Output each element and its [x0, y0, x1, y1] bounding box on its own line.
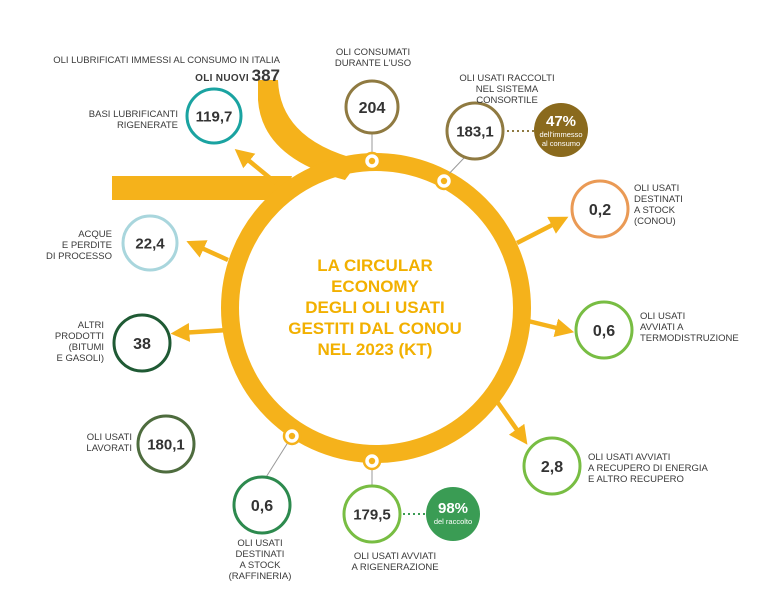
node-value: 180,1	[147, 436, 185, 453]
node-lavorati: 180,1	[136, 414, 196, 474]
total-immesso-label: OLI LUBRIFICATI IMMESSI AL CONSUMO IN IT…	[53, 55, 280, 86]
badge-value: 98%	[438, 500, 468, 517]
center-title: LA CIRCULAR ECONOMY DEGLI OLI USATI GEST…	[270, 255, 480, 360]
label-stock-conou: OLI USATI DESTINATI A STOCK (CONOU)	[634, 183, 683, 227]
badge-value: 47%	[546, 113, 576, 130]
node-value: 22,4	[135, 235, 165, 252]
node-stock-raff: 0,6	[232, 475, 292, 535]
node-value: 38	[133, 336, 151, 353]
center-title-line: LA CIRCULAR	[317, 256, 433, 275]
node-circle	[342, 484, 402, 544]
label-acque: ACQUE E PERDITE DI PROCESSO	[46, 229, 112, 262]
node-rigenerazione: 179,5	[342, 484, 402, 544]
node-value: 204	[359, 100, 386, 117]
label-rigenerazione: OLI USATI AVVIATI A RIGENERAZIONE	[351, 551, 439, 573]
total-sublabel: OLI NUOVI	[195, 73, 249, 84]
center-title-line: ECONOMY	[331, 277, 419, 296]
label-lavorati: OLI USATI LAVORATI	[86, 432, 132, 454]
node-value: 183,1	[456, 123, 494, 140]
badge-caption: al consumo	[542, 139, 580, 148]
node-value: 0,6	[251, 498, 273, 515]
arrow-to-acque	[186, 240, 229, 263]
total-value: 387	[251, 66, 280, 85]
arrow-to-termo	[523, 317, 575, 337]
node-circle	[121, 214, 179, 272]
inflow-left-band	[112, 176, 292, 200]
node-value: 0,2	[589, 202, 611, 219]
label-altri: ALTRI PRODOTTI (BITUMI E GASOLI)	[54, 320, 104, 364]
node-value: 119,7	[196, 108, 233, 125]
node-circle	[574, 300, 634, 360]
label-termo: OLI USATI AVVIATI A TERMODISTRUZIONE	[640, 311, 739, 344]
node-consumati: 204	[344, 79, 400, 135]
label-basi: BASI LUBRIFICANTI RIGENERATE	[88, 109, 178, 131]
node-acque: 22,4	[121, 214, 179, 272]
arrow-to-basi	[234, 148, 278, 185]
node-value: 179,5	[353, 506, 391, 523]
label-consumati: OLI CONSUMATI DURANTE L'USO	[334, 47, 412, 69]
arrow-to-stock-conou	[515, 216, 569, 246]
node-circle	[570, 179, 630, 239]
node-raccolti: 183,1	[445, 101, 505, 161]
node-circle	[136, 414, 196, 474]
ring-dots	[282, 151, 454, 471]
center-title-line: DEGLI OLI USATI	[305, 298, 445, 317]
dotted-connectors	[398, 130, 535, 515]
node-circle	[232, 475, 292, 535]
center-title-line: NEL 2023 (Kt)	[317, 340, 433, 359]
center-title-line: GESTITI DAL CONOU	[288, 319, 462, 338]
node-circle	[344, 79, 400, 135]
node-stock-conou: 0,2	[570, 179, 630, 239]
node-circle	[185, 87, 243, 145]
node-circle	[112, 313, 172, 373]
badge-circle	[534, 103, 588, 157]
badge-caption: dell'immesso	[539, 130, 582, 139]
label-energia: OLI USATI AVVIATI A RECUPERO DI ENERGIA E …	[588, 452, 708, 485]
total-title: OLI LUBRIFICATI IMMESSI AL CONSUMO IN IT…	[53, 55, 280, 66]
node-energia: 2,8	[522, 436, 582, 496]
node-altri: 38	[112, 313, 172, 373]
flow-arrows	[170, 148, 575, 445]
arrow-to-altri	[170, 322, 229, 342]
badge-rigenerazione: 98%del raccolto	[426, 487, 480, 541]
node-circle	[445, 101, 505, 161]
node-termo: 0,6	[574, 300, 634, 360]
node-value: 2,8	[541, 459, 563, 476]
node-circle	[522, 436, 582, 496]
badge-circle	[426, 487, 480, 541]
label-stock-raff: OLI USATI DESTINATI A STOCK (RAFFINERIA)	[228, 538, 292, 582]
node-value: 0,6	[593, 323, 615, 340]
arrow-to-energia	[494, 398, 528, 445]
node-basi: 119,7	[185, 87, 243, 145]
badge-caption: del raccolto	[434, 517, 472, 526]
label-raccolti: OLI USATI RACCOLTI NEL SISTEMA CONSORTILE	[459, 73, 555, 106]
inflow-top-band	[258, 80, 360, 180]
